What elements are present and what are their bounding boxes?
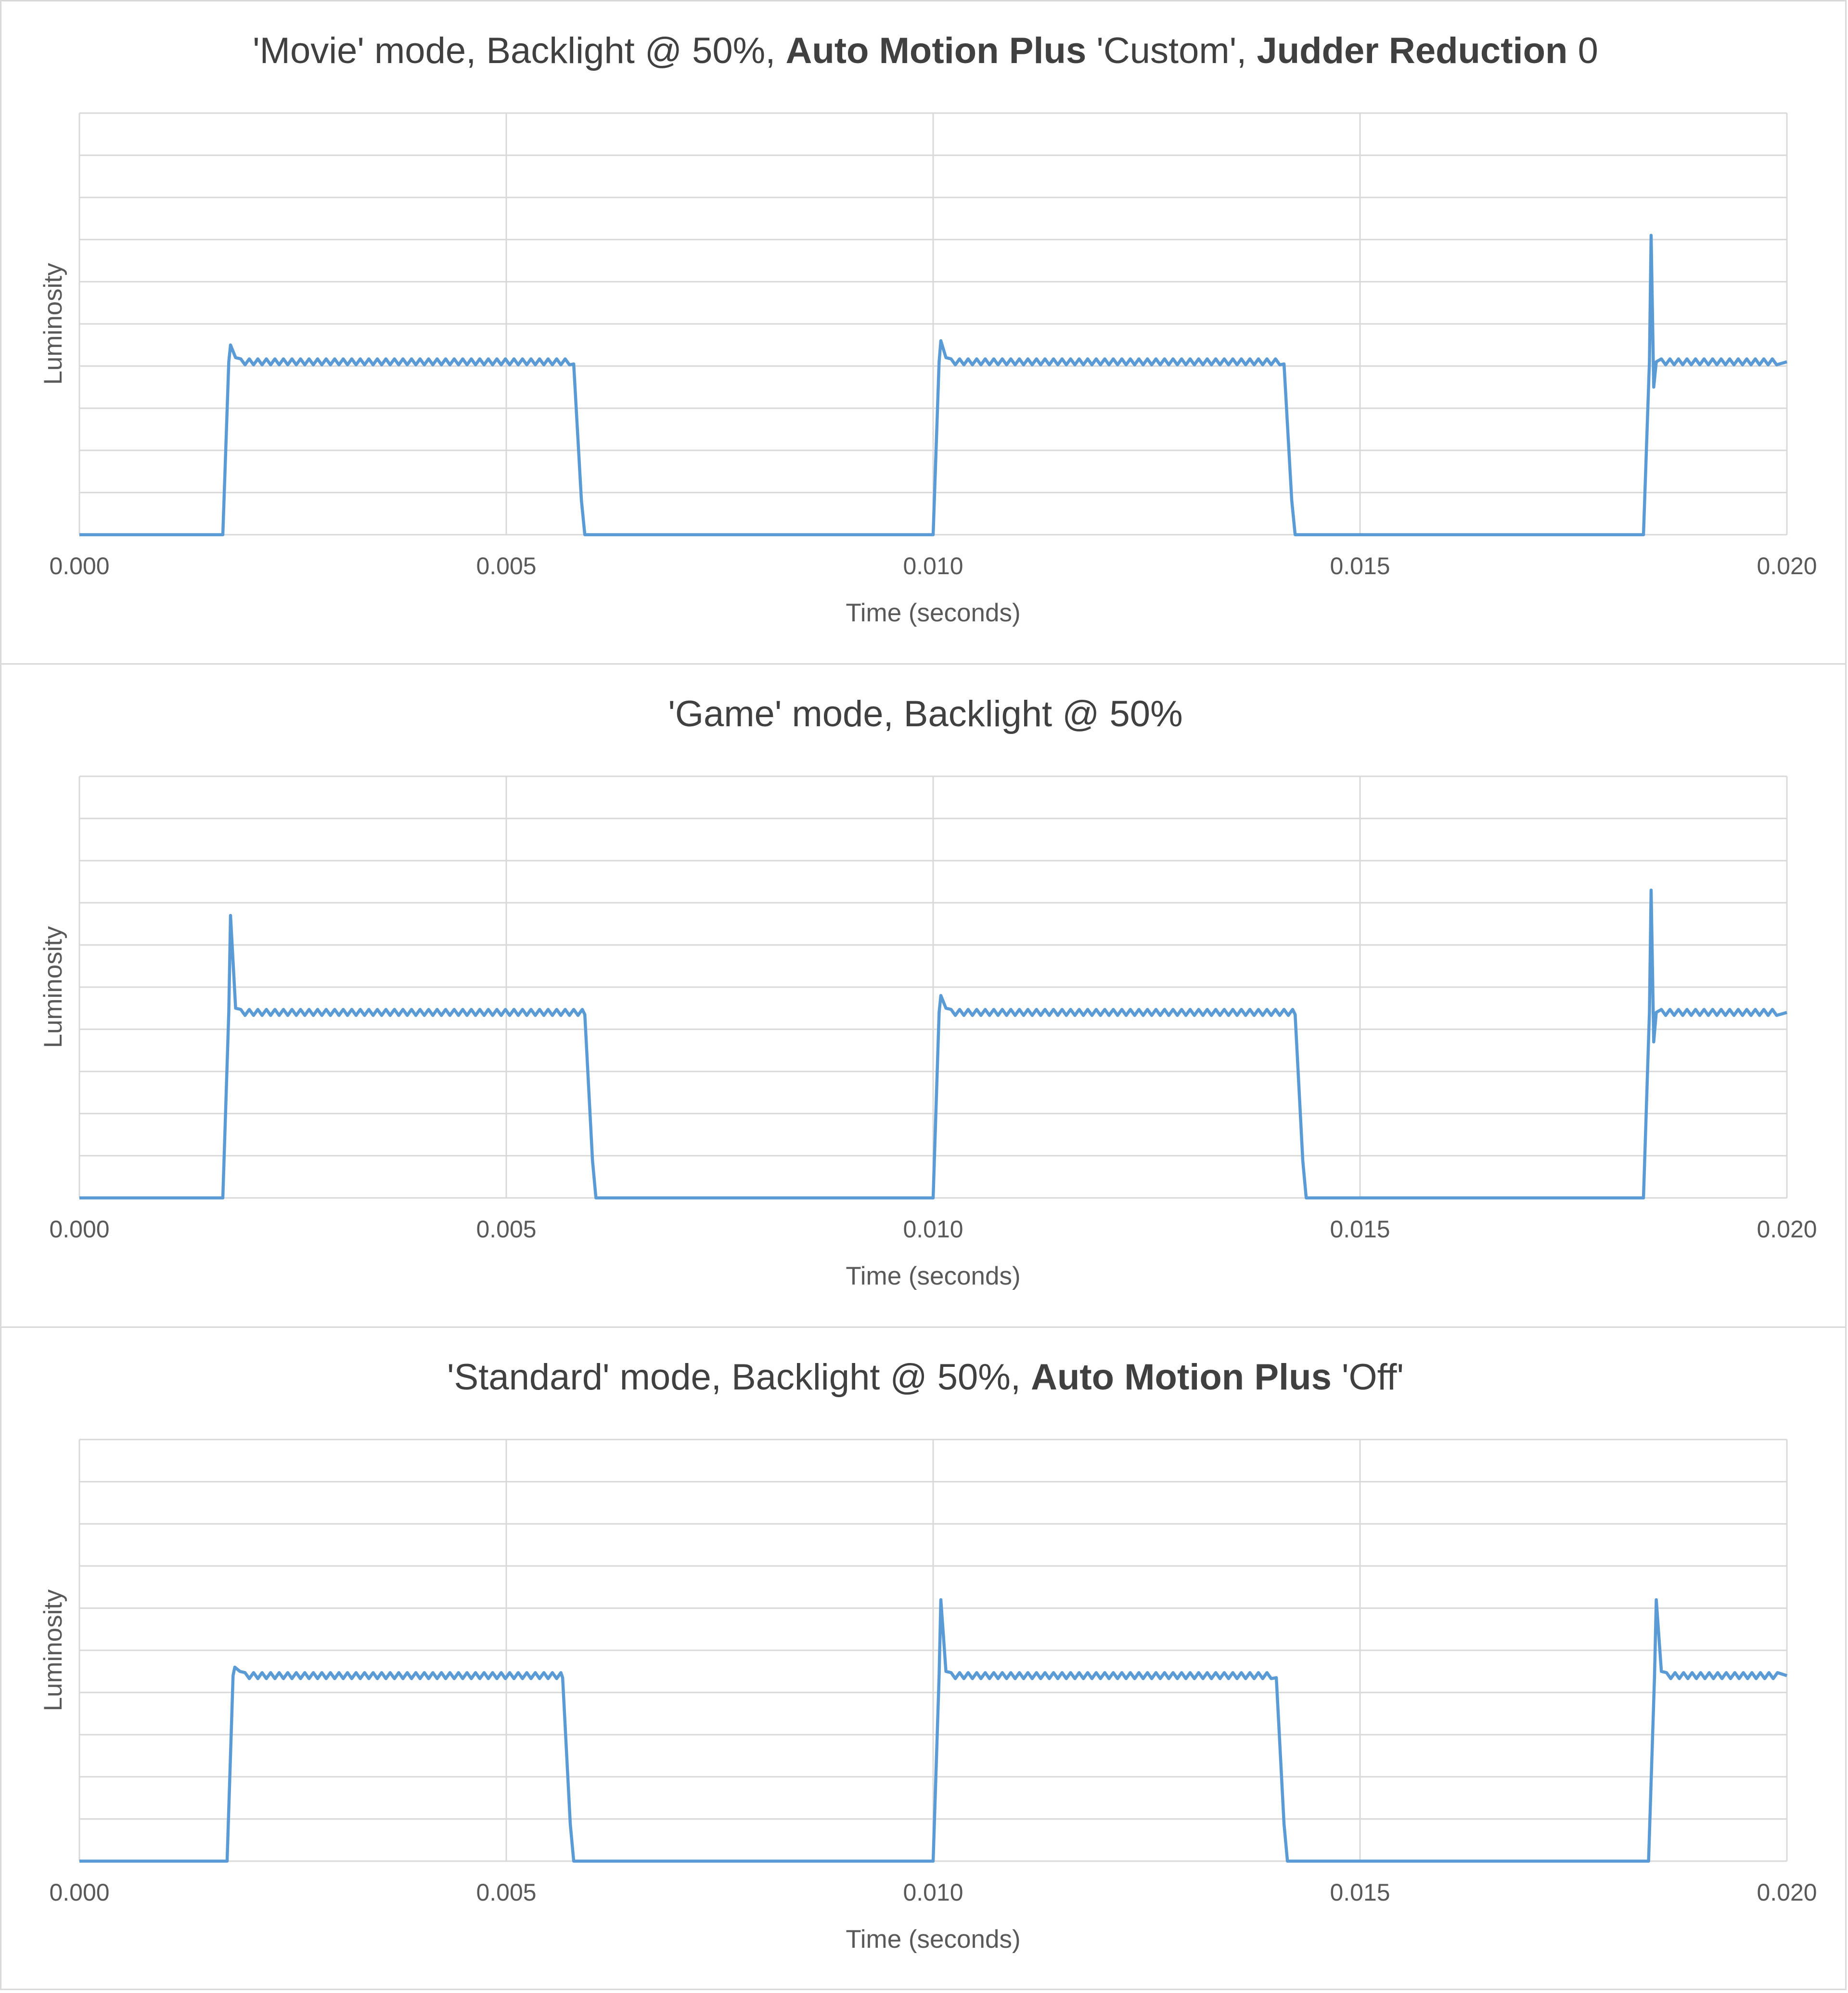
gridlines xyxy=(78,1439,1788,1862)
luminosity-series-line xyxy=(79,888,1787,1200)
x-tick-label: 0.015 xyxy=(1330,1216,1390,1243)
chart-movie-mode: 'Movie' mode, Backlight @ 50%, Auto Moti… xyxy=(39,30,1817,627)
x-tick-label: 0.005 xyxy=(476,1216,536,1243)
chart-game-mode: 'Game' mode, Backlight @ 50% 0.000 0.005 0.… xyxy=(39,694,1817,1290)
chart-title-part: 'Standard' mode, Backlight @ 50%, xyxy=(447,1357,1031,1398)
chart-standard-mode: 'Standard' mode, Backlight @ 50%, Auto M… xyxy=(39,1357,1817,1954)
x-tick-label: 0.000 xyxy=(49,1216,109,1243)
x-tick-label: 0.005 xyxy=(476,553,536,579)
x-axis-title: Time (seconds) xyxy=(846,1262,1020,1290)
chart-title: 'Standard' mode, Backlight @ 50%, Auto M… xyxy=(447,1357,1404,1398)
x-tick-label: 0.010 xyxy=(903,1879,963,1906)
x-axis-title: Time (seconds) xyxy=(846,599,1020,627)
x-tick-label: 0.010 xyxy=(903,1216,963,1243)
chart-panel-game: 'Game' mode, Backlight @ 50% 0.000 0.005 0.… xyxy=(0,663,1847,1328)
luminosity-series-line xyxy=(79,1598,1787,1863)
x-tick-label: 0.020 xyxy=(1757,553,1817,579)
chart-panel-standard: 'Standard' mode, Backlight @ 50%, Auto M… xyxy=(0,1326,1847,1990)
x-tick-label: 0.020 xyxy=(1757,1879,1817,1906)
y-axis-title: Luminosity xyxy=(39,926,67,1048)
luminosity-series-line xyxy=(79,233,1787,537)
chart-title-part: 'Custom', xyxy=(1086,30,1257,71)
gridlines xyxy=(78,775,1788,1199)
x-tick-label: 0.015 xyxy=(1330,553,1390,579)
x-tick-label: 0.015 xyxy=(1330,1879,1390,1906)
chart-title-part: Auto Motion Plus xyxy=(785,30,1086,71)
chart-panel-movie: 'Movie' mode, Backlight @ 50%, Auto Moti… xyxy=(0,0,1847,665)
y-axis-title: Luminosity xyxy=(39,263,67,385)
gridlines xyxy=(78,112,1788,536)
chart-title-part: 'Off' xyxy=(1332,1357,1404,1398)
x-axis-title: Time (seconds) xyxy=(846,1925,1020,1954)
chart-title-part: 'Game' mode, Backlight @ 50% xyxy=(668,694,1182,734)
x-tick-label: 0.020 xyxy=(1757,1216,1817,1243)
x-tick-label: 0.000 xyxy=(49,1879,109,1906)
chart-title-part: 0 xyxy=(1567,30,1598,71)
chart-title-part: 'Movie' mode, Backlight @ 50%, xyxy=(253,30,785,71)
x-tick-label: 0.010 xyxy=(903,553,963,579)
chart-title: 'Game' mode, Backlight @ 50% xyxy=(668,694,1182,734)
chart-title: 'Movie' mode, Backlight @ 50%, Auto Moti… xyxy=(253,30,1598,71)
x-tick-label: 0.000 xyxy=(49,553,109,579)
y-axis-title: Luminosity xyxy=(39,1589,67,1711)
chart-title-part: Judder Reduction xyxy=(1257,30,1567,71)
x-tick-label: 0.005 xyxy=(476,1879,536,1906)
chart-title-part: Auto Motion Plus xyxy=(1031,1357,1332,1398)
